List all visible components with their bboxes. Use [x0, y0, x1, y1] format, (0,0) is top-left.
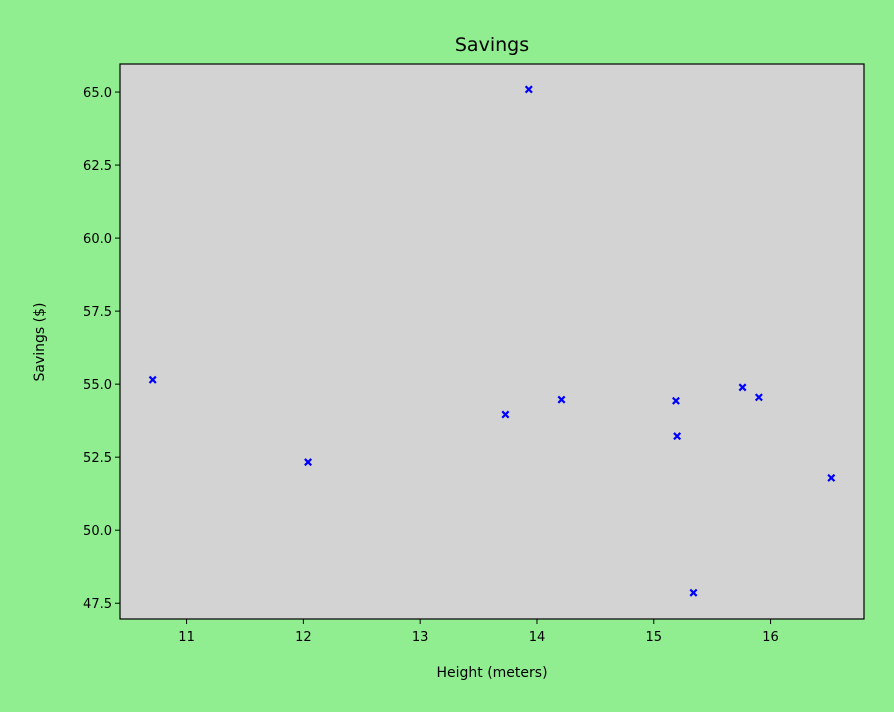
data-point	[304, 458, 313, 467]
data-point	[738, 383, 747, 392]
y-tick-label: 60.0	[83, 232, 112, 247]
y-tick-label: 62.5	[83, 159, 112, 174]
y-tick-label: 47.5	[83, 597, 112, 612]
plot-area	[119, 63, 865, 620]
y-tick-label: 57.5	[83, 305, 112, 320]
data-point	[671, 396, 680, 405]
x-tick-label: 13	[412, 630, 429, 645]
data-point	[557, 395, 566, 404]
y-tick-label: 55.0	[83, 378, 112, 393]
x-axis-ticks: 11 12 13 14 15 16	[178, 619, 779, 645]
x-tick-label: 14	[529, 630, 546, 645]
x-tick-label: 11	[178, 630, 195, 645]
y-tick-label: 52.5	[83, 451, 112, 466]
data-point	[689, 588, 698, 597]
x-axis-label: Height (meters)	[436, 665, 547, 681]
data-point	[501, 410, 510, 419]
data-point	[524, 85, 533, 94]
y-tick-label: 65.0	[83, 86, 112, 101]
data-point	[148, 375, 157, 384]
x-tick-label: 16	[762, 630, 779, 645]
data-points	[148, 85, 836, 597]
chart-title: Savings	[455, 34, 529, 56]
data-point	[754, 393, 763, 402]
data-point	[827, 473, 836, 482]
y-tick-label: 50.0	[83, 524, 112, 539]
x-tick-label: 12	[295, 630, 312, 645]
x-tick-label: 15	[645, 630, 662, 645]
data-point	[673, 432, 682, 441]
y-axis-label: Savings ($)	[32, 303, 48, 382]
y-axis-ticks: 47.5 50.0 52.5 55.0 57.5 60.0 62.5 65.0	[83, 86, 120, 612]
